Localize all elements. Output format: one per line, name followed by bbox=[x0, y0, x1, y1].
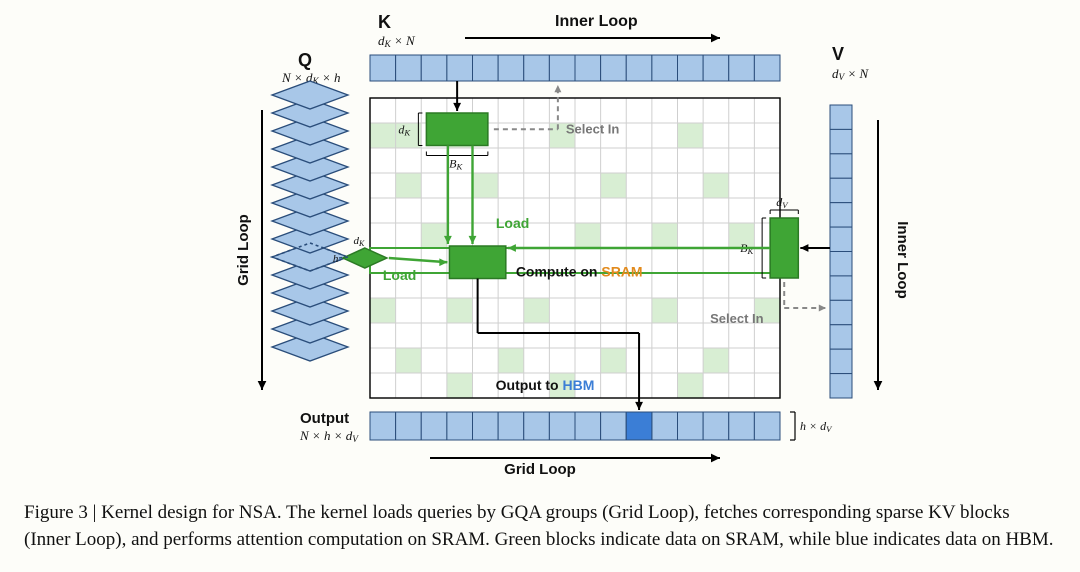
kernel-diagram: KdK × N Inner Loop VdV × N Inner Loop Output… bbox=[0, 0, 1080, 572]
svg-text:dK: dK bbox=[353, 235, 365, 248]
figure-caption: Figure 3 | Kernel design for NSA. The ke… bbox=[24, 499, 1056, 554]
svg-text:V: V bbox=[832, 44, 844, 64]
svg-text:h × dV: h × dV bbox=[800, 419, 833, 434]
svg-text:Grid Loop: Grid Loop bbox=[504, 461, 576, 478]
svg-text:Inner Loop: Inner Loop bbox=[894, 221, 911, 299]
svg-text:h: h bbox=[333, 253, 339, 265]
svg-text:Select In: Select In bbox=[710, 311, 764, 326]
svg-text:Grid Loop: Grid Loop bbox=[235, 214, 252, 286]
svg-text:Load: Load bbox=[383, 267, 416, 283]
svg-text:dV × N: dV × N bbox=[832, 66, 870, 83]
svg-text:Q: Q bbox=[298, 50, 312, 70]
svg-text:Output: Output bbox=[300, 410, 349, 427]
svg-text:N × h × dV: N × h × dV bbox=[299, 428, 359, 445]
svg-text:dV: dV bbox=[776, 195, 789, 210]
svg-text:Output to HBM: Output to HBM bbox=[496, 377, 595, 393]
svg-text:K: K bbox=[378, 12, 391, 32]
svg-text:Compute on SRAM: Compute on SRAM bbox=[516, 264, 643, 280]
svg-text:Select In: Select In bbox=[566, 121, 620, 136]
svg-text:dK × N: dK × N bbox=[378, 33, 416, 50]
svg-text:Inner Loop: Inner Loop bbox=[555, 13, 638, 30]
svg-text:Load: Load bbox=[496, 215, 529, 231]
